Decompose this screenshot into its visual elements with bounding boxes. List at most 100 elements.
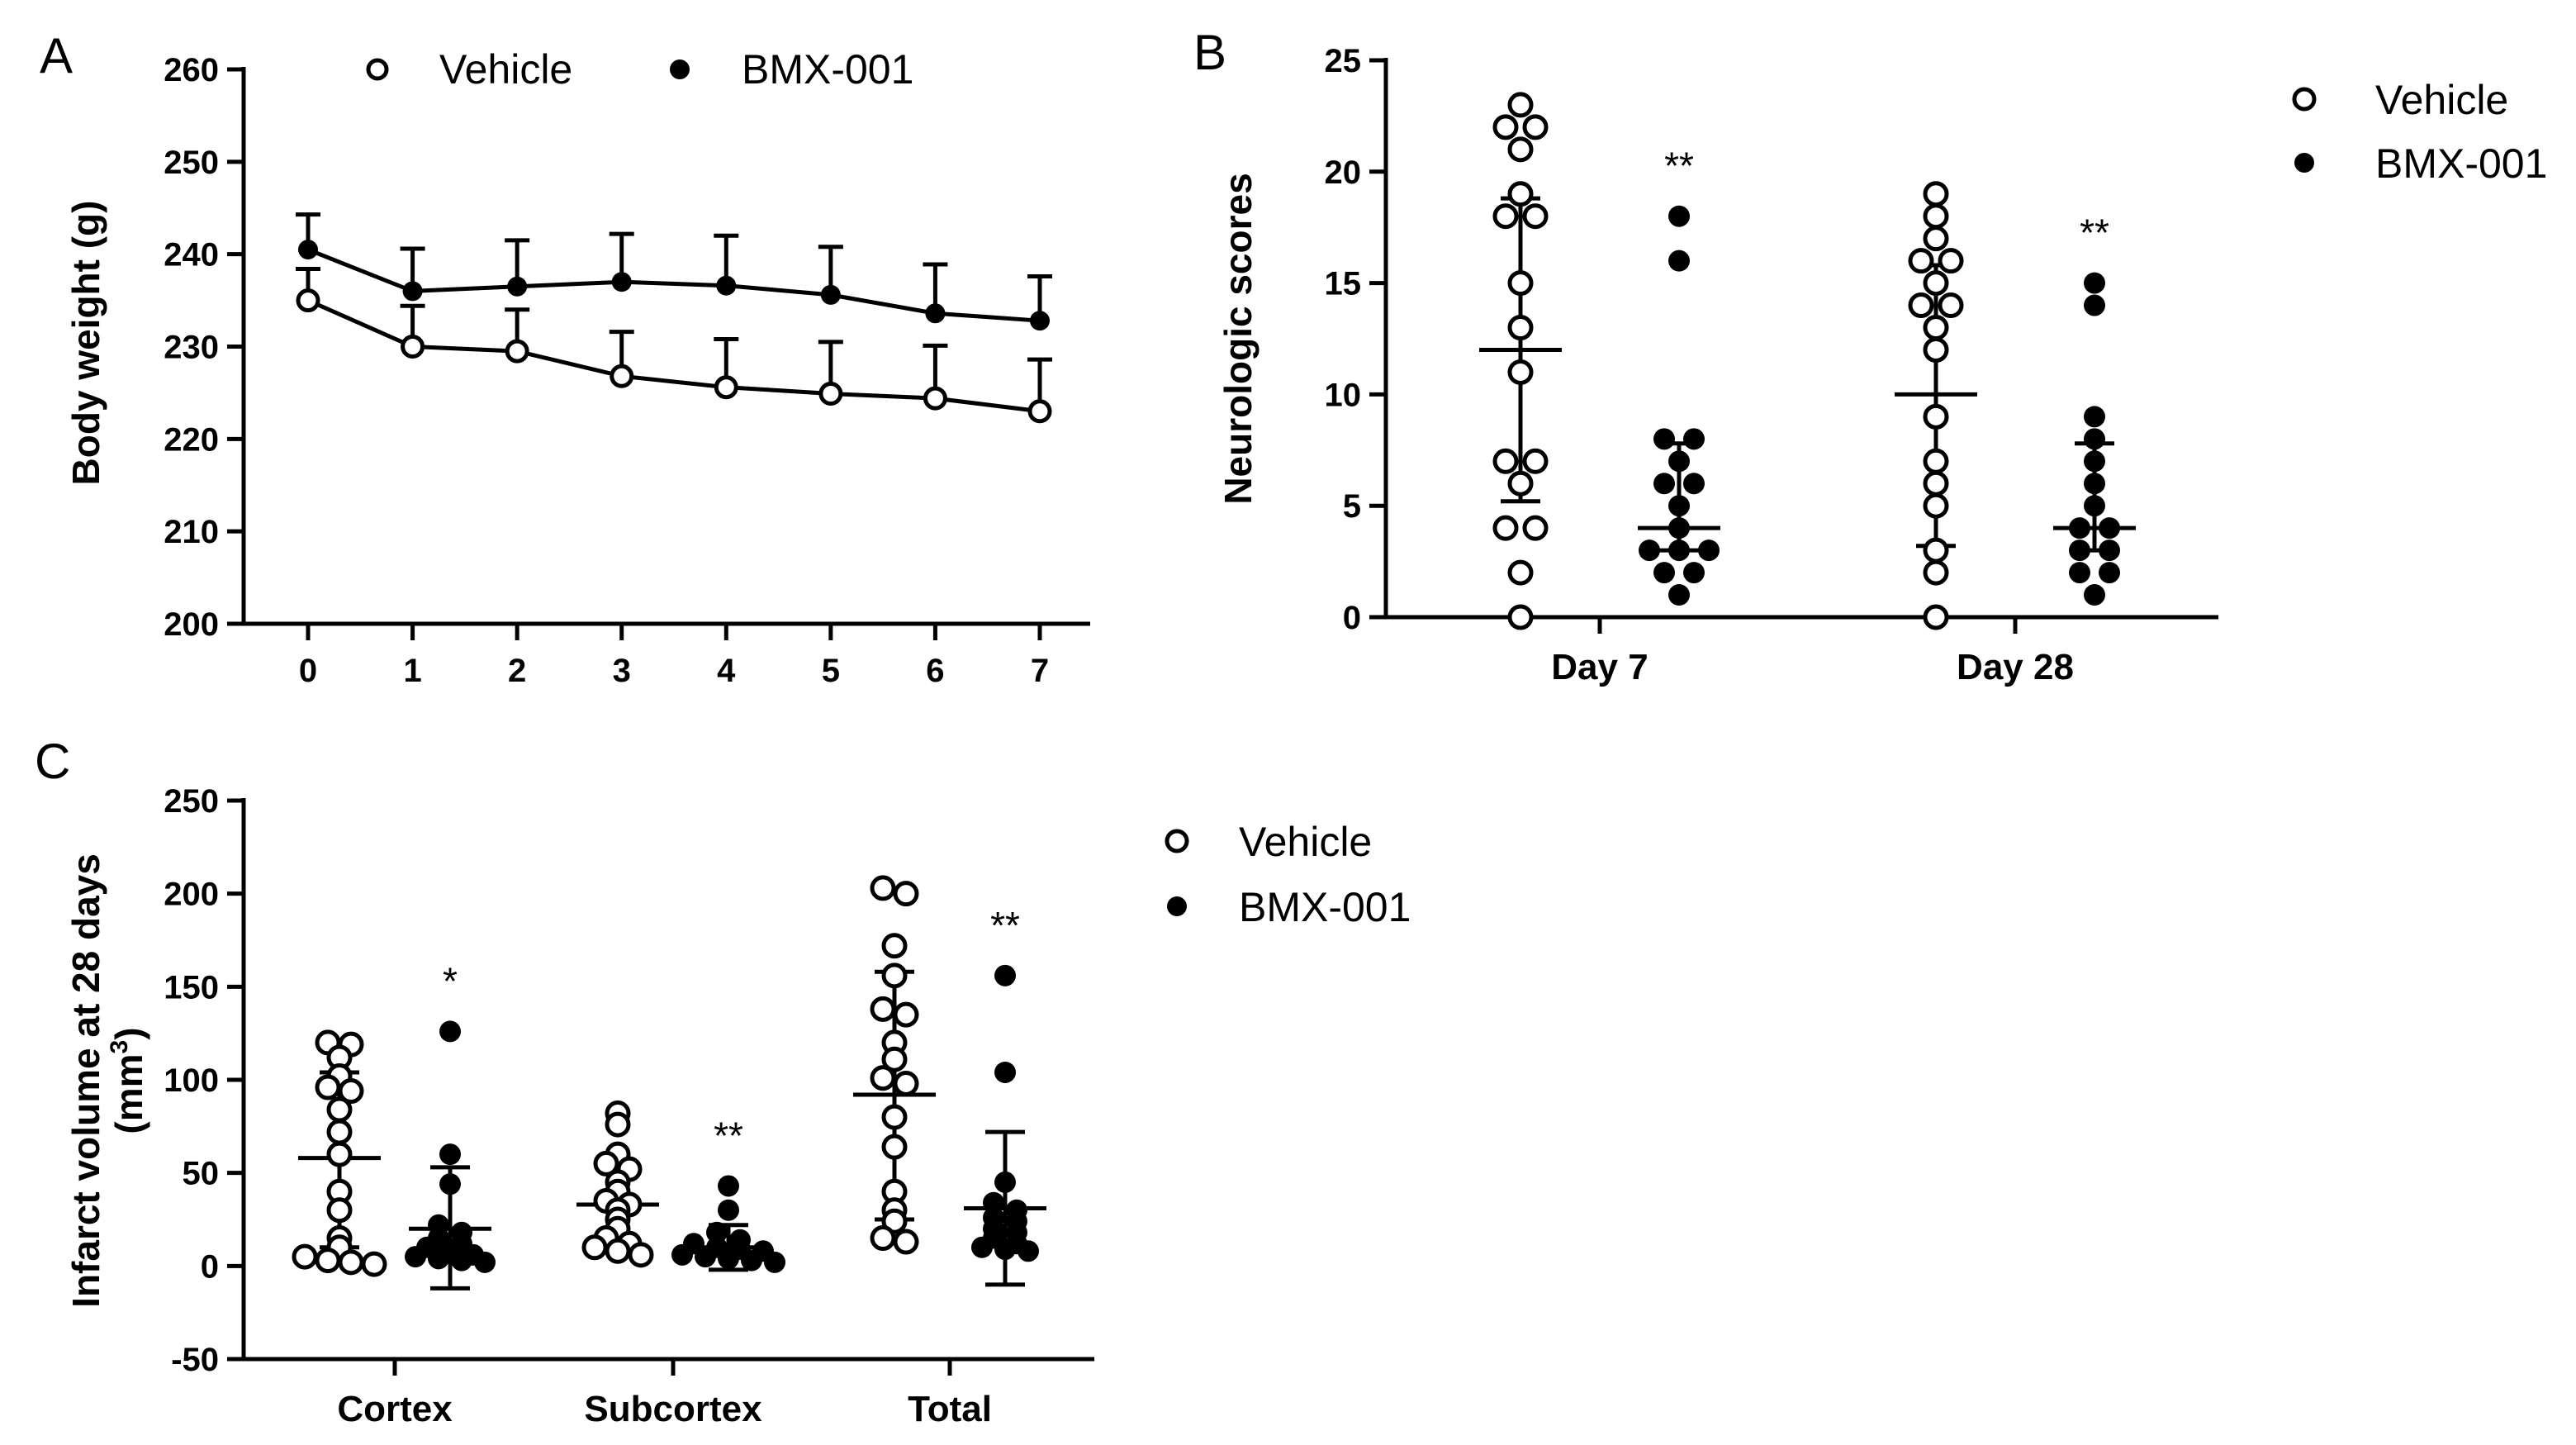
data-point-bmx-001: [764, 1251, 785, 1273]
data-point-bmx-001: [1653, 562, 1675, 584]
data-point-vehicle: [1923, 403, 1949, 430]
data-point-vehicle: [1923, 336, 1949, 363]
data-point-vehicle: [628, 1242, 654, 1268]
data-point-bmx-001: [971, 1236, 993, 1258]
legend-bmx-label: BMX-001: [2375, 140, 2547, 187]
data-point-bmx-001: [925, 303, 946, 324]
data-point-vehicle: [326, 1119, 353, 1145]
data-point-vehicle: [1923, 181, 1949, 207]
panel-b-axes: 0 5 10 15 20 25 Day 7 Day 28: [1325, 43, 2218, 687]
significance-marker: **: [990, 904, 1020, 947]
data-point-vehicle: [1507, 470, 1534, 497]
significance-marker: **: [714, 1114, 743, 1157]
data-point-bmx-001: [2084, 495, 2105, 517]
legend-vehicle-marker: [2292, 87, 2317, 112]
panel-b-ylabel: Neurologic scores: [1217, 173, 1260, 504]
data-point-vehicle: [1507, 315, 1534, 341]
data-point-bmx-001: [1018, 1240, 1039, 1262]
significance-marker: **: [1664, 145, 1694, 188]
panel-a-ylabel: Body weight (g): [64, 201, 107, 486]
data-point-bmx-001: [1683, 473, 1705, 495]
data-point-vehicle: [1923, 604, 1949, 630]
panel-a-legend: Vehicle BMX-001: [366, 46, 913, 93]
data-point-bmx-001: [2069, 562, 2090, 584]
data-point-vehicle: [1923, 559, 1949, 586]
x-tick-label: 1: [403, 653, 421, 689]
data-point-bmx-001: [2069, 539, 2090, 562]
panel-label-b: B: [1193, 25, 1226, 80]
data-point-vehicle: [338, 1249, 364, 1276]
data-point-vehicle: [714, 375, 738, 400]
data-point-bmx-001: [716, 275, 737, 296]
y-tick-label: 220: [164, 421, 219, 458]
data-point-vehicle: [1923, 470, 1949, 497]
y-tick-label: 15: [1325, 266, 1362, 302]
data-point-vehicle: [881, 933, 908, 959]
y-tick-label: 210: [164, 514, 219, 550]
data-point-vehicle: [1507, 604, 1534, 630]
data-point-vehicle: [1507, 181, 1534, 207]
data-point-bmx-001: [611, 272, 632, 292]
data-point-vehicle: [870, 1065, 896, 1091]
data-point-bmx-001: [718, 1248, 739, 1270]
panel-a: A Body weight (g) 200 210 220 230 240 250 260 0…: [40, 28, 1090, 689]
data-point-vehicle: [1507, 92, 1534, 118]
series-line-vehicle: [306, 298, 1041, 414]
data-point-vehicle: [1923, 270, 1949, 297]
data-point-bmx-001: [298, 240, 318, 260]
data-point-bmx-001: [439, 1173, 461, 1195]
data-point-bmx-001: [983, 1191, 1004, 1214]
data-point-vehicle: [296, 288, 320, 313]
x-tick-label: 5: [822, 653, 840, 689]
data-point-bmx-001: [1668, 517, 1690, 539]
panel-c-axes: -50 0 50 100 150 200 250 Cortex Subcortex Total: [164, 783, 1094, 1429]
x-category-label: Subcortex: [584, 1389, 762, 1429]
x-tick-label: 6: [926, 653, 944, 689]
x-tick-label: 2: [508, 653, 526, 689]
x-tick-label: 4: [717, 653, 736, 689]
data-point-bmx-001: [1668, 205, 1690, 227]
y-tick-label: 10: [1325, 377, 1362, 413]
data-point-bmx-001: [1668, 250, 1690, 272]
panel-a-axes: 200 210 220 230 240 250 260 0 1 2 3 4 5 6 7: [164, 52, 1090, 689]
data-point-vehicle: [818, 382, 843, 406]
data-point-bmx-001: [2084, 294, 2105, 316]
data-point-vehicle: [1522, 515, 1549, 541]
significance-marker: **: [2080, 212, 2109, 254]
legend-bmx-marker: [2294, 153, 2314, 173]
panel-a-data: [296, 212, 1052, 424]
data-point-bmx-001: [402, 281, 423, 302]
data-point-vehicle: [1522, 114, 1549, 140]
data-point-bmx-001: [1653, 473, 1675, 495]
data-point-vehicle: [893, 1001, 919, 1028]
data-point-bmx-001: [994, 1171, 1016, 1193]
data-point-vehicle: [1923, 537, 1949, 563]
data-point-bmx-001: [994, 1238, 1016, 1261]
panel-label-c: C: [35, 734, 70, 789]
data-point-vehicle: [1923, 448, 1949, 474]
data-point-vehicle: [881, 1134, 908, 1160]
data-point-bmx-001: [1653, 428, 1675, 450]
x-tick-label: 0: [299, 653, 317, 689]
data-point-vehicle: [1492, 515, 1519, 541]
data-point-vehicle: [1492, 203, 1519, 230]
y-tick-label: 250: [164, 145, 219, 181]
data-point-bmx-001: [718, 1175, 739, 1197]
data-point-bmx-001: [718, 1199, 739, 1221]
data-point-vehicle: [1507, 559, 1534, 586]
data-point-vehicle: [881, 963, 908, 989]
data-point-bmx-001: [507, 276, 528, 297]
data-point-vehicle: [315, 1074, 341, 1100]
legend-vehicle-label: Vehicle: [1239, 819, 1372, 865]
data-point-vehicle: [1908, 292, 1934, 319]
y-tick-label: 260: [164, 52, 219, 88]
y-tick-label: 100: [164, 1062, 219, 1099]
legend-bmx-label: BMX-001: [742, 46, 913, 93]
data-point-bmx-001: [2084, 450, 2105, 473]
data-point-vehicle: [1923, 226, 1949, 252]
legend-vehicle-label: Vehicle: [439, 46, 572, 93]
data-point-bmx-001: [2084, 473, 2105, 495]
data-point-vehicle: [870, 1225, 896, 1252]
data-point-vehicle: [1908, 248, 1934, 274]
